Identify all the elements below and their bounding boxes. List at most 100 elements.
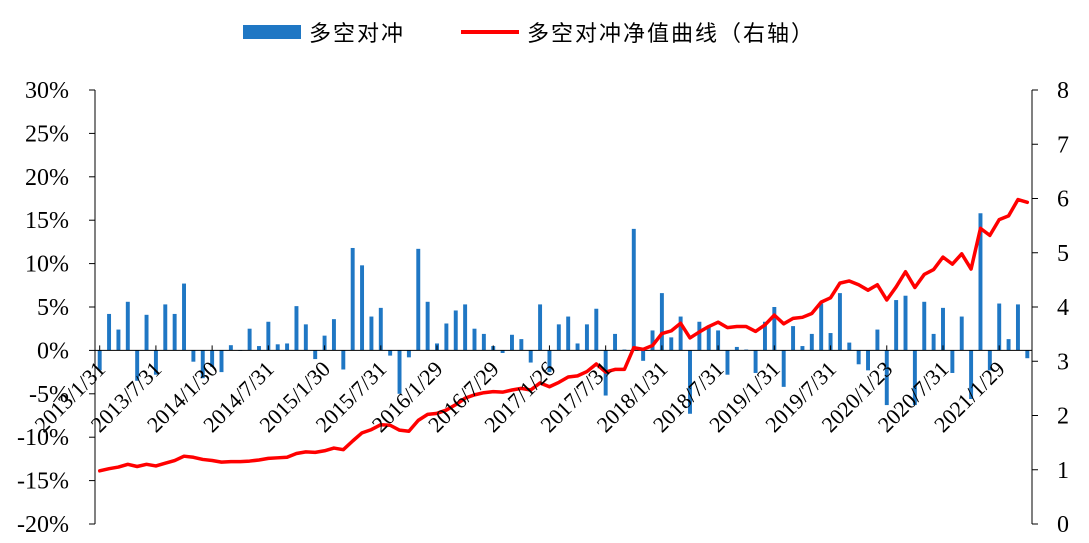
bar-mark bbox=[762, 321, 767, 351]
bar-mark bbox=[172, 313, 177, 351]
bar-mark bbox=[950, 350, 955, 373]
bar-mark bbox=[341, 350, 346, 370]
bar-mark bbox=[875, 329, 880, 351]
tick-labels-group: 30% 25% 20% 15% 10% 5% 0% -5% -10% -15% -20% 8 7 6 5 4 3… bbox=[17, 78, 1069, 538]
bar-mark bbox=[725, 350, 730, 375]
right-tick-label: 3 bbox=[1057, 349, 1069, 375]
right-tick-label: 8 bbox=[1057, 78, 1069, 104]
bar-mark bbox=[219, 350, 224, 373]
bar-mark bbox=[360, 265, 365, 351]
bar-series-group bbox=[97, 213, 1030, 414]
bar-mark bbox=[1015, 304, 1020, 351]
bar-mark bbox=[510, 334, 514, 351]
left-tick-label: -10% bbox=[17, 425, 69, 451]
bar-mark bbox=[275, 344, 280, 351]
bar-mark bbox=[594, 308, 599, 351]
left-tick-label: 30% bbox=[25, 78, 69, 104]
bar-mark bbox=[97, 350, 102, 371]
bar-mark bbox=[669, 337, 674, 351]
bar-mark bbox=[444, 323, 449, 351]
net-value-line bbox=[97, 197, 1030, 473]
bar-mark bbox=[453, 310, 458, 351]
left-tick-label: -20% bbox=[17, 512, 69, 538]
bar-mark bbox=[425, 301, 430, 351]
bar-mark bbox=[941, 307, 945, 351]
legend-item-line: 多空对冲净值曲线（右轴） bbox=[461, 14, 815, 50]
chart-legend: 多空对冲 多空对冲净值曲线（右轴） bbox=[0, 14, 1089, 50]
bar-mark bbox=[987, 350, 992, 371]
bar-mark bbox=[856, 350, 861, 365]
left-tick-label: -15% bbox=[17, 469, 69, 495]
bar-mark bbox=[1025, 350, 1030, 359]
left-tick-label: 15% bbox=[25, 208, 69, 234]
bar-mark bbox=[228, 345, 233, 351]
bar-mark bbox=[697, 321, 702, 351]
bar-mark bbox=[303, 324, 308, 351]
bar-mark bbox=[828, 333, 833, 351]
axes-group bbox=[89, 89, 1038, 525]
bar-mark bbox=[772, 307, 777, 351]
bar-mark bbox=[210, 350, 215, 367]
left-tick-label: -5% bbox=[29, 382, 69, 408]
bar-mark bbox=[481, 333, 486, 351]
bar-mark bbox=[144, 314, 149, 351]
bar-mark bbox=[266, 321, 271, 351]
left-tick-label: 0% bbox=[37, 338, 69, 364]
left-tick-label: 5% bbox=[37, 295, 69, 321]
legend-item-bar: 多空对冲 bbox=[243, 14, 405, 50]
bar-mark bbox=[1006, 339, 1011, 351]
bar-mark bbox=[847, 342, 852, 351]
bar-mark bbox=[809, 333, 814, 351]
bar-mark bbox=[463, 304, 468, 351]
bar-mark bbox=[819, 303, 824, 351]
bar-mark bbox=[903, 295, 908, 351]
bar-mark bbox=[650, 330, 655, 351]
bar-mark bbox=[969, 350, 974, 400]
bar-mark bbox=[866, 350, 870, 371]
bar-mark bbox=[753, 350, 758, 373]
bar-mark bbox=[547, 350, 552, 373]
left-tick-label: 10% bbox=[25, 252, 69, 278]
bar-mark bbox=[163, 304, 168, 351]
right-tick-label: 5 bbox=[1057, 241, 1069, 267]
bar-mark bbox=[322, 335, 327, 351]
right-tick-label: 6 bbox=[1057, 187, 1069, 213]
bar-mark bbox=[369, 316, 374, 351]
bar-mark bbox=[191, 350, 196, 362]
right-tick-label: 7 bbox=[1057, 132, 1069, 158]
bar-mark bbox=[257, 346, 261, 351]
bar-mark bbox=[912, 350, 917, 406]
bar-mark bbox=[931, 333, 936, 351]
bar-mark bbox=[884, 350, 889, 406]
bar-mark bbox=[416, 248, 421, 351]
bar-mark bbox=[313, 350, 318, 360]
legend-line-label: 多空对冲净值曲线（右轴） bbox=[527, 22, 816, 47]
bar-mark bbox=[294, 306, 299, 351]
legend-bar-swatch bbox=[243, 25, 301, 39]
bar-mark bbox=[566, 316, 571, 351]
line-series-group bbox=[97, 197, 1030, 473]
bar-mark bbox=[107, 313, 112, 351]
left-tick-label: 20% bbox=[25, 165, 69, 191]
right-tick-label: 2 bbox=[1057, 404, 1069, 430]
right-tick-label: 0 bbox=[1057, 512, 1069, 538]
bar-mark bbox=[734, 346, 739, 351]
bar-mark bbox=[200, 350, 205, 379]
bar-mark bbox=[959, 316, 964, 351]
legend-line-swatch bbox=[461, 30, 519, 34]
bar-mark bbox=[800, 346, 805, 351]
bar-mark bbox=[659, 293, 664, 351]
bar-mark bbox=[613, 333, 618, 351]
bar-mark bbox=[500, 350, 505, 353]
bar-mark bbox=[388, 350, 393, 356]
bar-mark bbox=[538, 304, 543, 351]
bar-mark bbox=[472, 328, 477, 351]
bar-mark bbox=[837, 293, 842, 351]
left-tick-label: 25% bbox=[25, 121, 69, 147]
bar-mark bbox=[584, 324, 589, 351]
bar-mark bbox=[153, 350, 158, 375]
bar-mark bbox=[182, 283, 186, 351]
bar-mark bbox=[641, 350, 646, 361]
bar-mark bbox=[331, 319, 336, 351]
bar-mark bbox=[125, 301, 130, 351]
